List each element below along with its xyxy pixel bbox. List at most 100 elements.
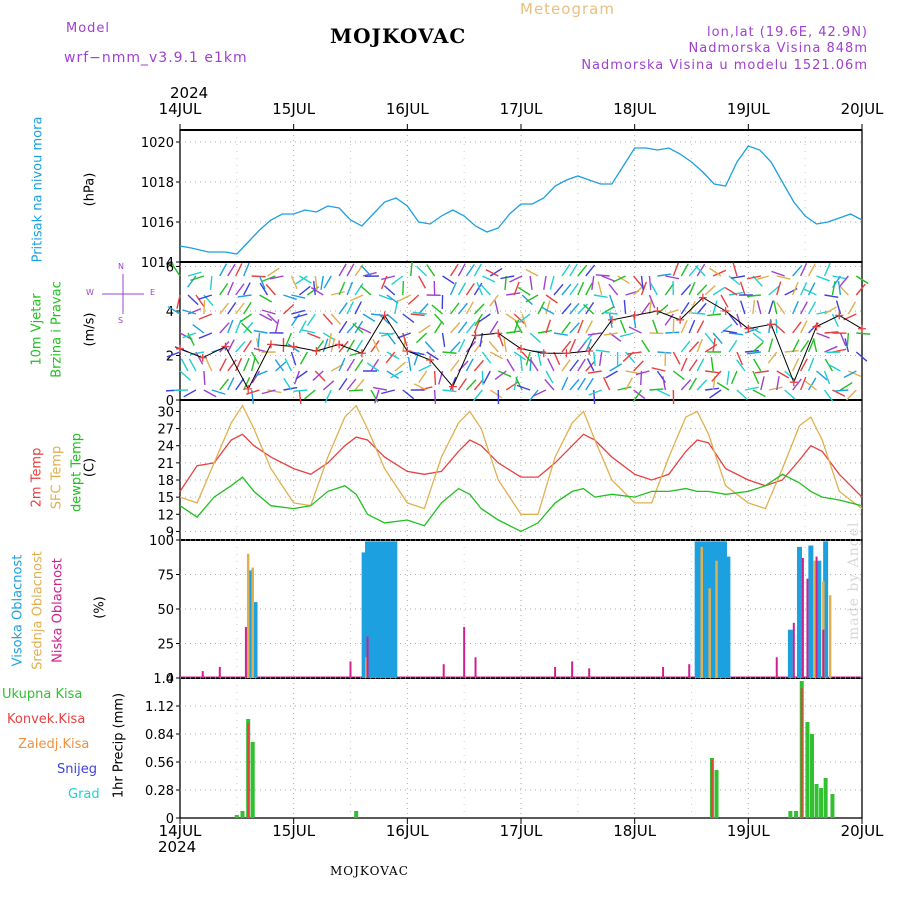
wind-arrow [739,300,746,315]
wind-arrow [283,377,292,391]
wind-arrow [235,283,245,296]
wind-arrow [203,299,206,315]
cloud-tick-label: 100 [149,534,174,549]
precip-tick-label: 1.12 [145,700,174,715]
wind-arrow [246,389,260,395]
wind-arrow [465,264,475,277]
wind-arrow [473,263,482,277]
wind-arrow [823,370,831,385]
wind-arrow [648,300,652,315]
wind-arrow [426,351,439,361]
wind-arrow [739,281,746,296]
wind-arrow [824,294,839,299]
wind-arrow [415,332,428,344]
wind-arrow [187,308,202,315]
wind-arrow [518,313,531,323]
model-name: wrf−nmm_v3.9.1 e1km [64,50,248,66]
wind-arrow [354,301,362,315]
cloud-high-bar [704,541,710,678]
precip-total-bar [823,778,828,818]
wind-arrow [497,370,512,378]
wind-arrow [672,370,685,381]
legend-freezing-rain: Zaledj.Kisa [18,737,90,752]
wind-arrow [243,321,254,334]
wind-arrow [812,338,818,353]
wind-arrow [366,362,380,372]
wind-arrow [623,299,627,315]
wind-arrow [506,358,515,372]
wind-arrow [537,329,552,334]
wind-arrow [407,357,412,372]
wind-arrow [457,321,468,334]
wind-arrow [823,262,831,277]
wind-arrow [827,363,841,372]
wind-arrow [346,339,355,353]
wind-arrow [728,275,741,286]
wind-arrow [855,283,866,296]
wind-arrow [696,302,707,315]
wind-arrow [583,303,595,315]
wind-arrow [529,275,533,290]
precip-tick-label: 0 [166,812,174,827]
wind-arrow [338,302,348,315]
wind-arrow [506,292,521,296]
precip-total-bar [819,788,824,818]
wind-arrow [370,389,379,403]
wind-arrow [824,306,837,315]
subtitle: Meteogram [520,0,615,18]
wind-gust-marker [835,311,844,320]
wind-arrow [513,313,525,325]
temp-tick-label: 12 [157,508,174,523]
wind-arrow [314,275,318,290]
wind-arrow [856,332,871,335]
wind-arrow [805,380,817,391]
wind-arrow [585,301,595,315]
wind-arrow [331,290,345,296]
wind-arrow [449,263,459,277]
wind-arrow [457,378,468,391]
wind-arrow [736,313,742,328]
wind-gust-marker [767,320,776,329]
wind-arrow [736,389,748,401]
cloud-high-bar [252,602,258,678]
wind-arrow [712,338,716,353]
wind-arrow [253,329,268,334]
wind-arrow [219,358,227,372]
wind-arrow [480,284,491,296]
wind-arrow [665,331,680,334]
wind-arrow [649,388,664,391]
wind-arrow [588,389,602,396]
wind-arrow [205,358,213,372]
wind-arrow [525,294,539,303]
wind-arrow [473,303,485,315]
wind-arrow [569,283,579,296]
wind-arrow [394,300,399,315]
wind-arrow [688,377,698,391]
pressure-line [179,145,863,255]
wind-arrow [807,338,815,353]
wind-arrow [235,319,242,334]
wind-arrow [525,351,531,366]
wind-arrow [360,265,372,277]
wind-arrow [285,332,293,347]
wind-arrow [585,320,593,334]
wind-arrow [418,303,429,315]
wind-arrow [385,351,396,364]
wind-arrow [290,351,297,366]
wind-arrow [306,313,316,326]
wind-arrow [628,326,642,334]
cloud-low-bar [806,578,809,678]
wind-arrow [525,268,539,277]
wind-arrow [799,320,808,334]
wind-gust-marker [562,349,571,358]
wind-arrow [561,264,571,277]
wind-arrow [632,313,637,328]
wind-gust-marker [403,347,412,356]
wind-arrow [807,263,816,277]
wind-arrow [381,275,396,281]
wind-arrow [799,282,808,296]
wind-arrow [239,313,253,323]
wind-arrow [755,275,769,281]
cloud-low-bar [662,666,665,678]
wind-arrow [203,389,217,398]
